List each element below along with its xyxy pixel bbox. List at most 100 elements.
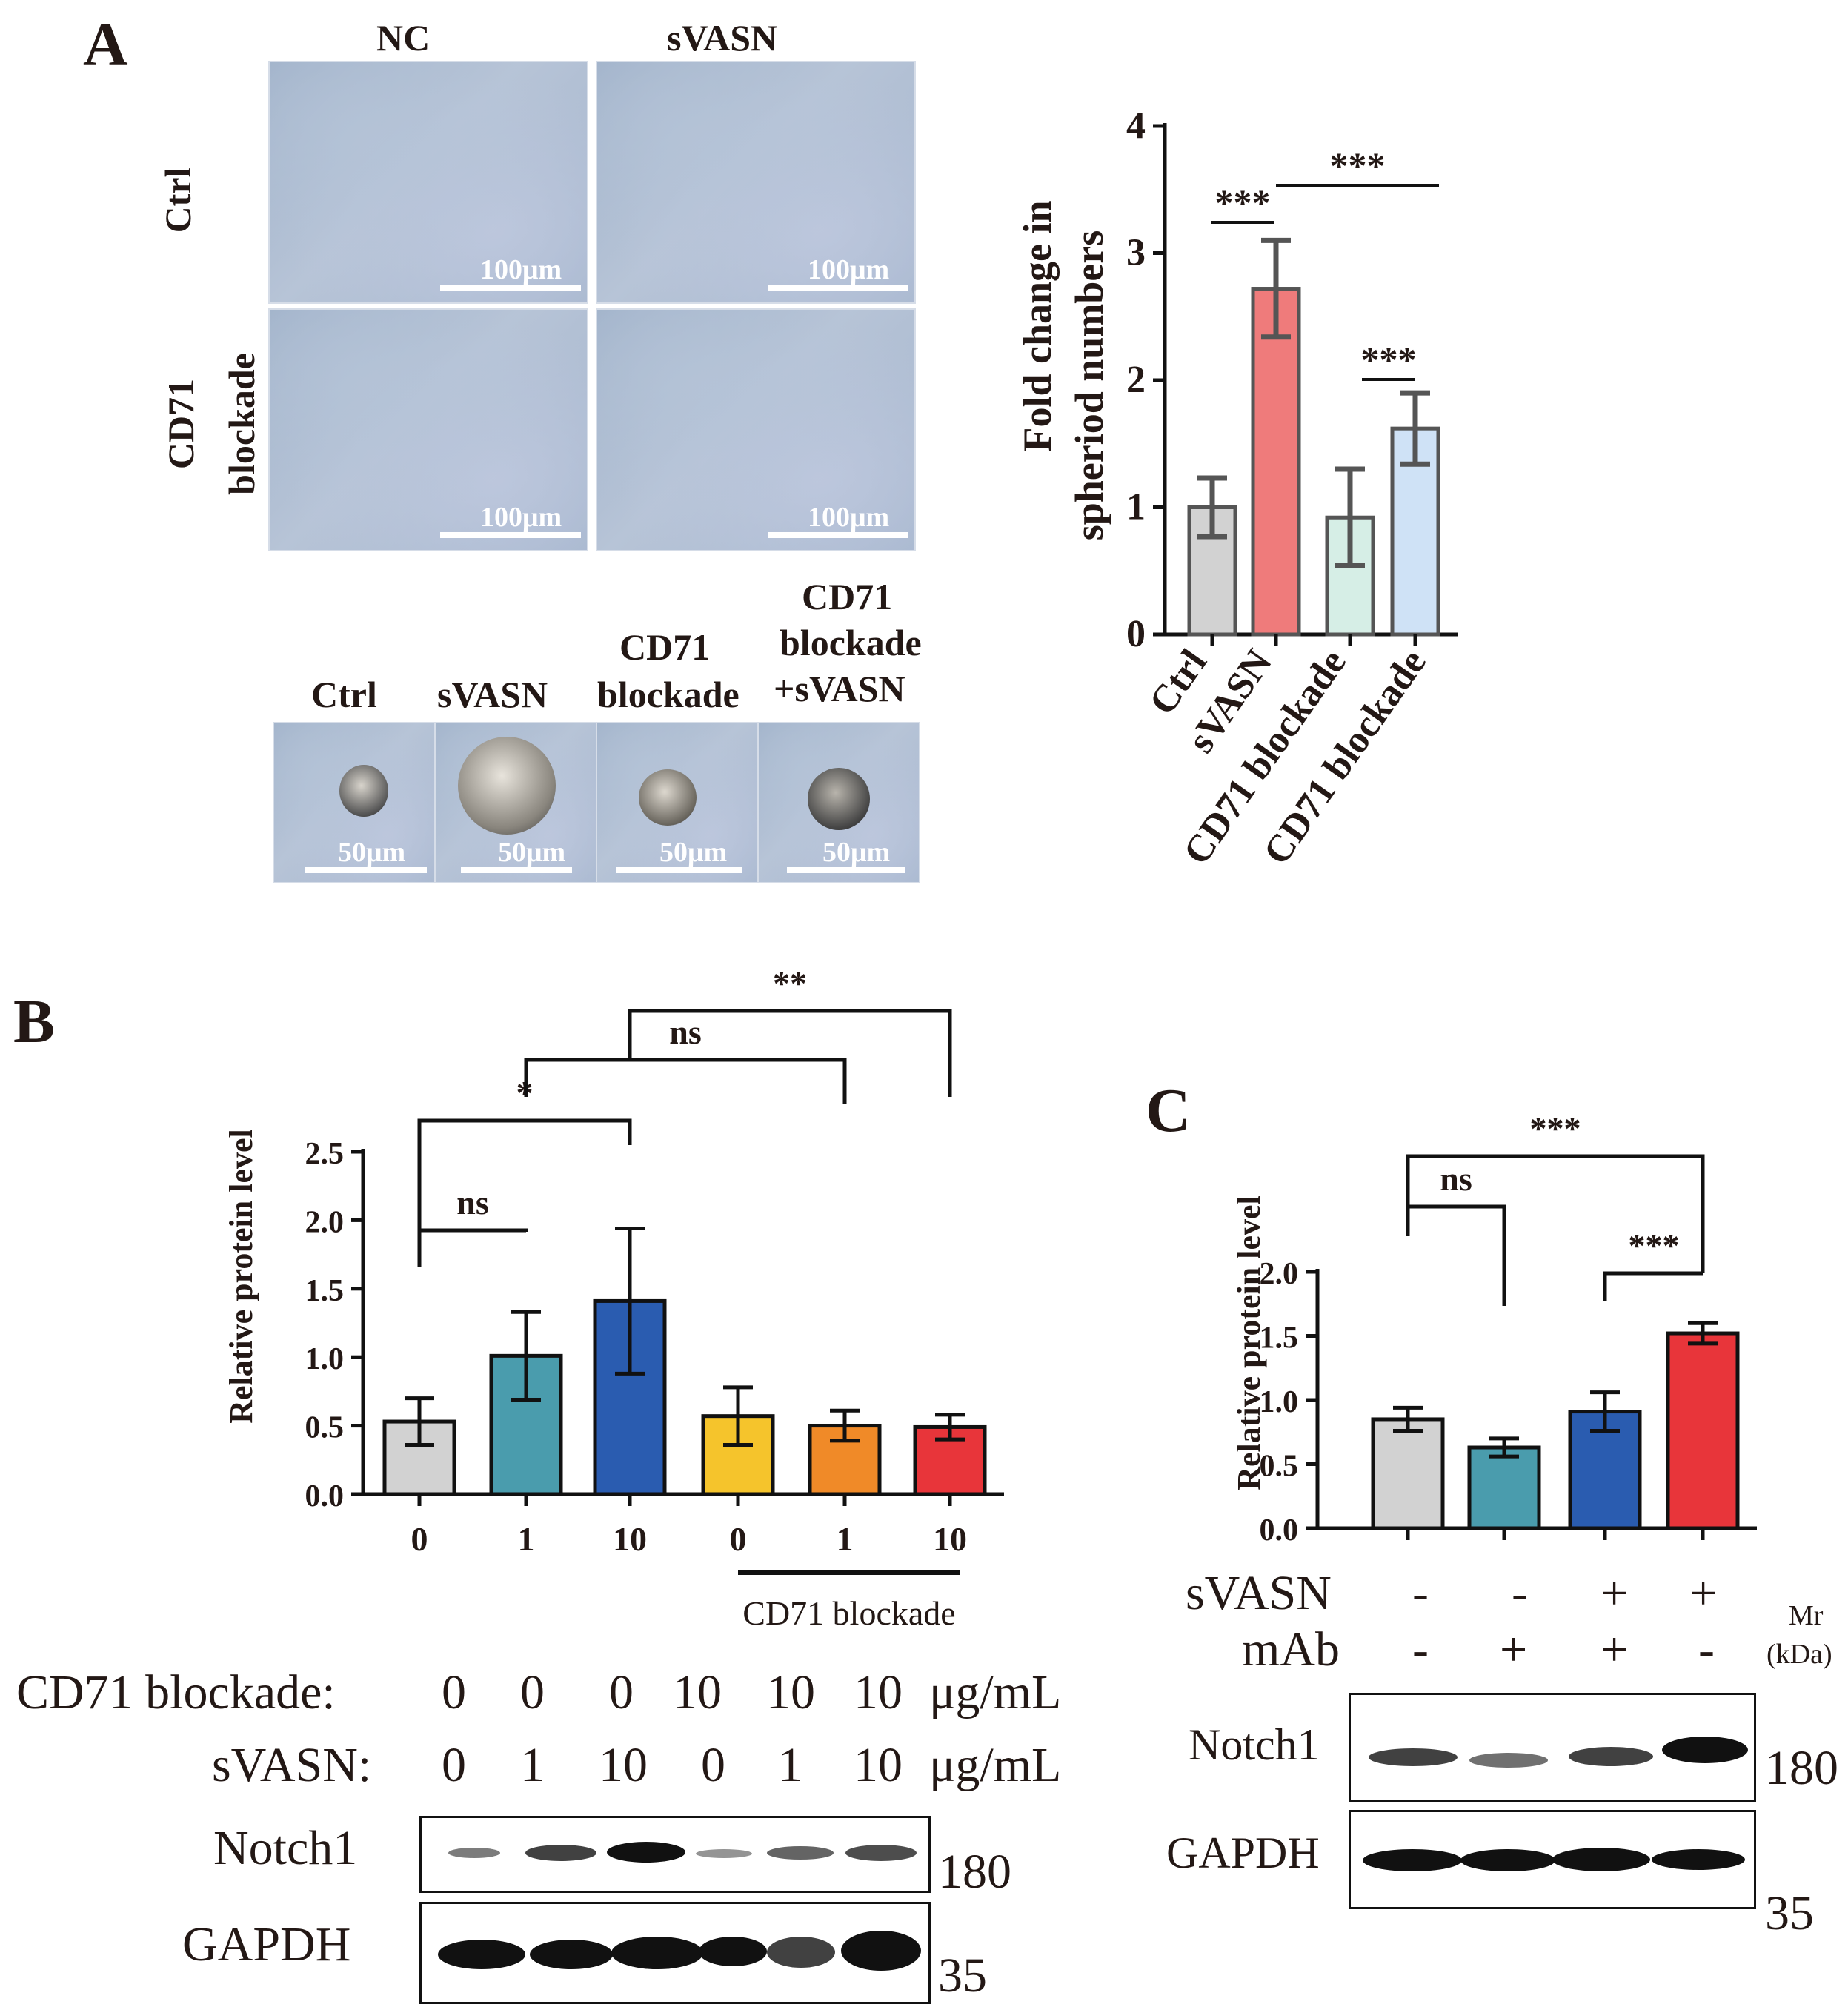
spheroid-svasn: 50μm bbox=[434, 722, 597, 883]
x-label-B: 1 bbox=[837, 1520, 854, 1558]
spheroid-label-cd71-2: CD71 bbox=[802, 576, 893, 617]
sig-bracket-C bbox=[1603, 1271, 1703, 1301]
b-row2-v3: 0 bbox=[701, 1738, 725, 1792]
c-mab-s1: + bbox=[1500, 1622, 1528, 1676]
b-row1-v2: 0 bbox=[609, 1665, 634, 1719]
spheroid-label-cd71: CD71 bbox=[619, 626, 711, 668]
sig-bracket-B bbox=[417, 1118, 632, 1230]
sig-label-a: *** bbox=[1215, 182, 1271, 223]
y-tick-label-B: 0.5 bbox=[305, 1411, 345, 1445]
panel-label-c: C bbox=[1146, 1076, 1191, 1145]
sig-label-C: ns bbox=[1440, 1160, 1472, 1198]
scale-label: 50μm bbox=[659, 837, 728, 868]
sig-label-C: *** bbox=[1629, 1227, 1680, 1264]
x-label-B: 10 bbox=[613, 1520, 647, 1558]
b-row1-v0: 0 bbox=[442, 1665, 466, 1719]
x-label-B: 1 bbox=[518, 1520, 535, 1558]
spheroid-cd71: 50μm bbox=[596, 722, 759, 883]
c-band2-mw: 35 bbox=[1765, 1886, 1814, 1940]
y-tick-label-B: 0.0 bbox=[305, 1479, 345, 1513]
b-row1-v5: 10 bbox=[854, 1665, 903, 1719]
spheroid-cd71-svasn: 50μm bbox=[757, 722, 920, 883]
spheroid-label-blockade: blockade bbox=[597, 674, 739, 715]
scale-label: 100μm bbox=[480, 254, 562, 285]
x-label-B: 0 bbox=[730, 1520, 747, 1558]
c-kda-label: (kDa) bbox=[1766, 1639, 1832, 1670]
sig-label-B: ** bbox=[773, 964, 807, 1002]
bar-C bbox=[1666, 1331, 1740, 1530]
micrograph-svasn-cd71: 100μm bbox=[596, 308, 916, 551]
c-svasn-s1: - bbox=[1512, 1566, 1528, 1620]
y-axis-label-a: Fold change in bbox=[1015, 200, 1060, 451]
y-tick-label-C: 0.0 bbox=[1260, 1513, 1299, 1548]
micro-col-nc: NC bbox=[376, 17, 431, 59]
scale-label: 100μm bbox=[480, 502, 562, 533]
spheroid-label-ctrl: Ctrl bbox=[311, 674, 377, 715]
y-axis-label-b: Relative protein level bbox=[223, 1129, 259, 1424]
c-blot-gapdh bbox=[1349, 1810, 1756, 1909]
micrograph-nc-ctrl: 100μm bbox=[268, 61, 588, 304]
scale-label: 100μm bbox=[808, 254, 890, 285]
sig-bracket-B bbox=[417, 1228, 528, 1267]
c-band2-label: GAPDH bbox=[1166, 1828, 1320, 1877]
x-label-B: 10 bbox=[933, 1520, 967, 1558]
b-row2-v4: 1 bbox=[778, 1738, 802, 1792]
b-band1-mw: 180 bbox=[938, 1845, 1011, 1899]
b-row2-v0: 0 bbox=[442, 1738, 466, 1792]
y-tick-label-B: 1.5 bbox=[305, 1274, 345, 1308]
b-band1-label: Notch1 bbox=[213, 1821, 358, 1875]
y-tick-label-A: 4 bbox=[1126, 105, 1146, 147]
c-svasn-s0: - bbox=[1412, 1566, 1429, 1620]
bar-C bbox=[1371, 1417, 1445, 1530]
c-mab-label: mAb bbox=[1242, 1622, 1340, 1676]
c-mr-label: Mr bbox=[1789, 1600, 1824, 1631]
b-row2-label: sVASN: bbox=[212, 1738, 372, 1792]
scale-label: 100μm bbox=[808, 502, 890, 533]
c-svasn-label: sVASN bbox=[1186, 1566, 1332, 1620]
b-row2-v2: 10 bbox=[599, 1738, 648, 1792]
sig-label-B: ns bbox=[669, 1013, 701, 1051]
micro-col-svasn: sVASN bbox=[667, 17, 778, 59]
spheroid-label-blockade-2: blockade bbox=[780, 622, 922, 663]
y-axis-label-a2: spheriod numbers bbox=[1067, 230, 1111, 541]
sig-bracket-C bbox=[1406, 1204, 1506, 1306]
y-tick-label-A: 3 bbox=[1126, 232, 1146, 274]
c-band1-label: Notch1 bbox=[1189, 1720, 1320, 1769]
y-tick-label-A: 0 bbox=[1126, 613, 1146, 655]
panel-label-a: A bbox=[83, 10, 128, 79]
y-tick-label-C: 1.0 bbox=[1260, 1385, 1299, 1419]
y-tick-label-B: 1.0 bbox=[305, 1342, 345, 1376]
b-row2-v5: 10 bbox=[854, 1738, 903, 1792]
scale-label: 50μm bbox=[338, 837, 406, 868]
y-tick-label-B: 2.5 bbox=[305, 1137, 345, 1171]
y-tick-label-C: 0.5 bbox=[1260, 1450, 1299, 1484]
b-row2-unit: μg/mL bbox=[929, 1738, 1062, 1792]
micrograph-nc-cd71: 100μm bbox=[268, 308, 588, 551]
c-mab-s3: - bbox=[1698, 1622, 1715, 1676]
y-tick-label-A: 2 bbox=[1126, 359, 1146, 401]
sig-label-a: *** bbox=[1330, 145, 1386, 186]
c-mab-s2: + bbox=[1601, 1622, 1629, 1676]
b-row1-label: CD71 blockade: bbox=[16, 1665, 336, 1719]
sig-bracket-B bbox=[628, 1009, 952, 1097]
b-row1-v3: 10 bbox=[673, 1665, 722, 1719]
micrograph-svasn-ctrl: 100μm bbox=[596, 61, 916, 304]
b-row1-v4: 10 bbox=[766, 1665, 815, 1719]
b-blot-gapdh bbox=[419, 1902, 931, 2004]
b-row1-unit: μg/mL bbox=[929, 1665, 1062, 1719]
sig-label-C: *** bbox=[1530, 1110, 1581, 1147]
c-svasn-s3: + bbox=[1689, 1566, 1718, 1620]
bar-C bbox=[1467, 1445, 1541, 1530]
y-tick-label-C: 2.0 bbox=[1260, 1257, 1299, 1291]
group-label-b: CD71 blockade bbox=[742, 1594, 955, 1632]
scale-label: 50μm bbox=[822, 837, 891, 868]
y-tick-label-A: 1 bbox=[1126, 486, 1146, 528]
c-svasn-s2: + bbox=[1601, 1566, 1629, 1620]
b-band2-label: GAPDH bbox=[182, 1917, 351, 1971]
panel-label-b: B bbox=[13, 987, 56, 1056]
c-band1-mw: 180 bbox=[1765, 1741, 1838, 1795]
y-axis-label-c: Relative protein level bbox=[1231, 1195, 1267, 1490]
sig-bracket-B bbox=[524, 1058, 847, 1104]
b-row1-v1: 0 bbox=[520, 1665, 545, 1719]
y-tick-label-B: 2.0 bbox=[305, 1205, 345, 1239]
